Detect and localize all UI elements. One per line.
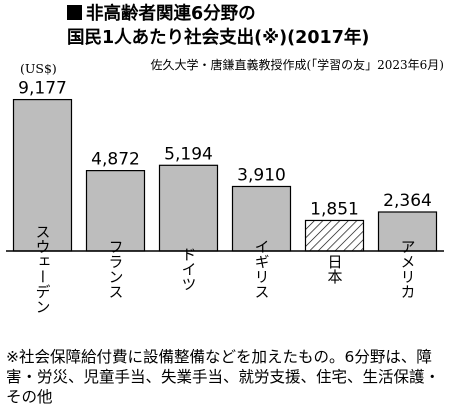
category-label-1: フランス	[107, 239, 125, 299]
title-line-2: 国民1人あたり社会支出(※)(2017年)	[67, 28, 370, 48]
title-square-icon	[67, 5, 82, 20]
category-label-0: スウェーデン	[34, 224, 52, 314]
category-label-3: イギリス	[253, 239, 271, 299]
value-label-5: 2,364	[383, 191, 432, 211]
category-label-4: 日本	[326, 254, 344, 284]
source-credit: 佐久大学・唐鎌直義教授作成(「学習の友」2023年6月)	[150, 58, 444, 72]
title-line-1: 非高齢者関連6分野の	[86, 4, 256, 24]
category-label-2: ドイツ	[180, 247, 198, 292]
value-label-1: 4,872	[91, 150, 140, 170]
value-label-2: 5,194	[164, 144, 213, 164]
category-label-5: アメリカ	[399, 239, 417, 299]
value-label-0: 9,177	[18, 79, 67, 99]
footnote: ※社会保障給付費に設備整備などを加えたもの。6分野は、障害・労災、児童手当、失業…	[6, 348, 441, 406]
bar-3	[231, 185, 292, 252]
value-label-3: 3,910	[237, 165, 286, 185]
value-label-4: 1,851	[310, 199, 359, 219]
bar-2	[158, 164, 219, 252]
bar-4	[304, 219, 365, 252]
unit-label: (US$)	[20, 61, 57, 76]
bar-5	[377, 211, 438, 252]
